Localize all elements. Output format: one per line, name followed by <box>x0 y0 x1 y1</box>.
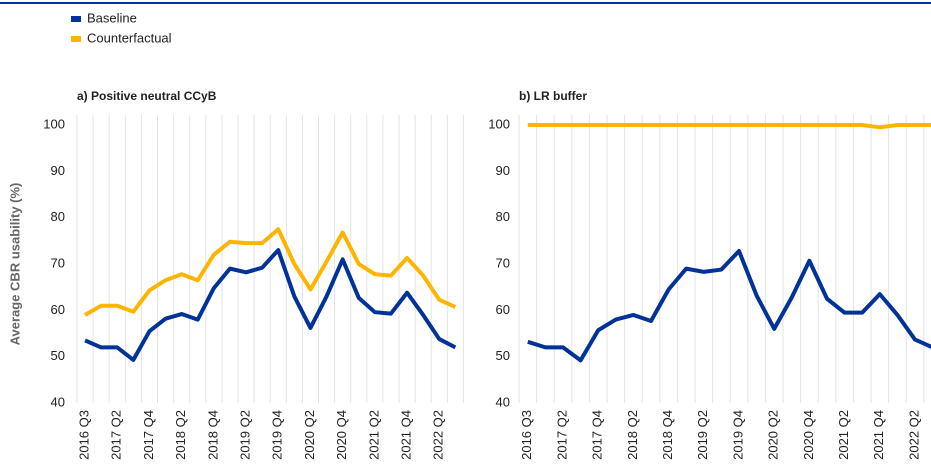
x-tick-label: 2018 Q4 <box>205 410 220 460</box>
x-tick-label: 2020 Q2 <box>302 410 317 460</box>
y-tick-label: 60 <box>51 302 65 317</box>
y-tick-label: 50 <box>496 348 510 363</box>
y-tick-label: 40 <box>51 394 65 409</box>
x-tick-label: 2022 Q2 <box>431 410 446 460</box>
x-tick-label: 2020 Q4 <box>801 410 816 460</box>
y-tick-label: 90 <box>51 163 65 178</box>
x-tick-label: 2017 Q4 <box>141 410 156 460</box>
x-tick-label: 2018 Q4 <box>660 410 675 460</box>
x-tick-label: 2017 Q4 <box>590 410 605 460</box>
x-tick-label: 2019 Q2 <box>237 410 252 460</box>
legend-label: Counterfactual <box>87 30 172 45</box>
y-tick-label: 80 <box>496 209 510 224</box>
x-tick-label: 2020 Q4 <box>334 410 349 460</box>
series-line <box>527 123 931 130</box>
x-tick-label: 2016 Q3 <box>519 410 534 460</box>
x-tick-label: 2021 Q4 <box>871 410 886 460</box>
y-tick-label: 90 <box>496 163 510 178</box>
y-tick-label: 40 <box>496 394 510 409</box>
legend-swatch <box>71 36 81 42</box>
x-tick-label: 2021 Q2 <box>836 410 851 460</box>
y-tick-label: 60 <box>496 302 510 317</box>
x-tick-label: 2019 Q4 <box>270 410 285 460</box>
x-tick-label: 2019 Q2 <box>695 410 710 460</box>
x-tick-label: 2021 Q4 <box>398 410 413 460</box>
series-line <box>527 249 931 363</box>
x-tick-label: 2017 Q2 <box>554 410 569 460</box>
panel-title: a) Positive neutral CCyB <box>77 89 217 103</box>
x-tick-label: 2018 Q2 <box>173 410 188 460</box>
legend-label: Baseline <box>87 10 137 25</box>
y-tick-label: 100 <box>488 116 510 131</box>
x-tick-label: 2017 Q2 <box>109 410 124 460</box>
x-tick-label: 2018 Q2 <box>625 410 640 460</box>
y-axis-label: Average CBR usability (%) <box>7 183 22 346</box>
series-line <box>84 227 457 317</box>
y-tick-label: 70 <box>496 255 510 270</box>
y-tick-label: 100 <box>43 116 65 131</box>
y-tick-label: 80 <box>51 209 65 224</box>
legend-swatch <box>71 16 81 22</box>
x-tick-label: 2019 Q4 <box>730 410 745 460</box>
x-tick-label: 2021 Q2 <box>366 410 381 460</box>
x-tick-label: 2022 Q2 <box>906 410 921 460</box>
y-tick-label: 50 <box>51 348 65 363</box>
series-line <box>84 248 457 362</box>
x-tick-label: 2020 Q2 <box>766 410 781 460</box>
x-tick-label: 2016 Q3 <box>76 410 91 460</box>
panel-title: b) LR buffer <box>519 89 587 103</box>
y-tick-label: 70 <box>51 255 65 270</box>
